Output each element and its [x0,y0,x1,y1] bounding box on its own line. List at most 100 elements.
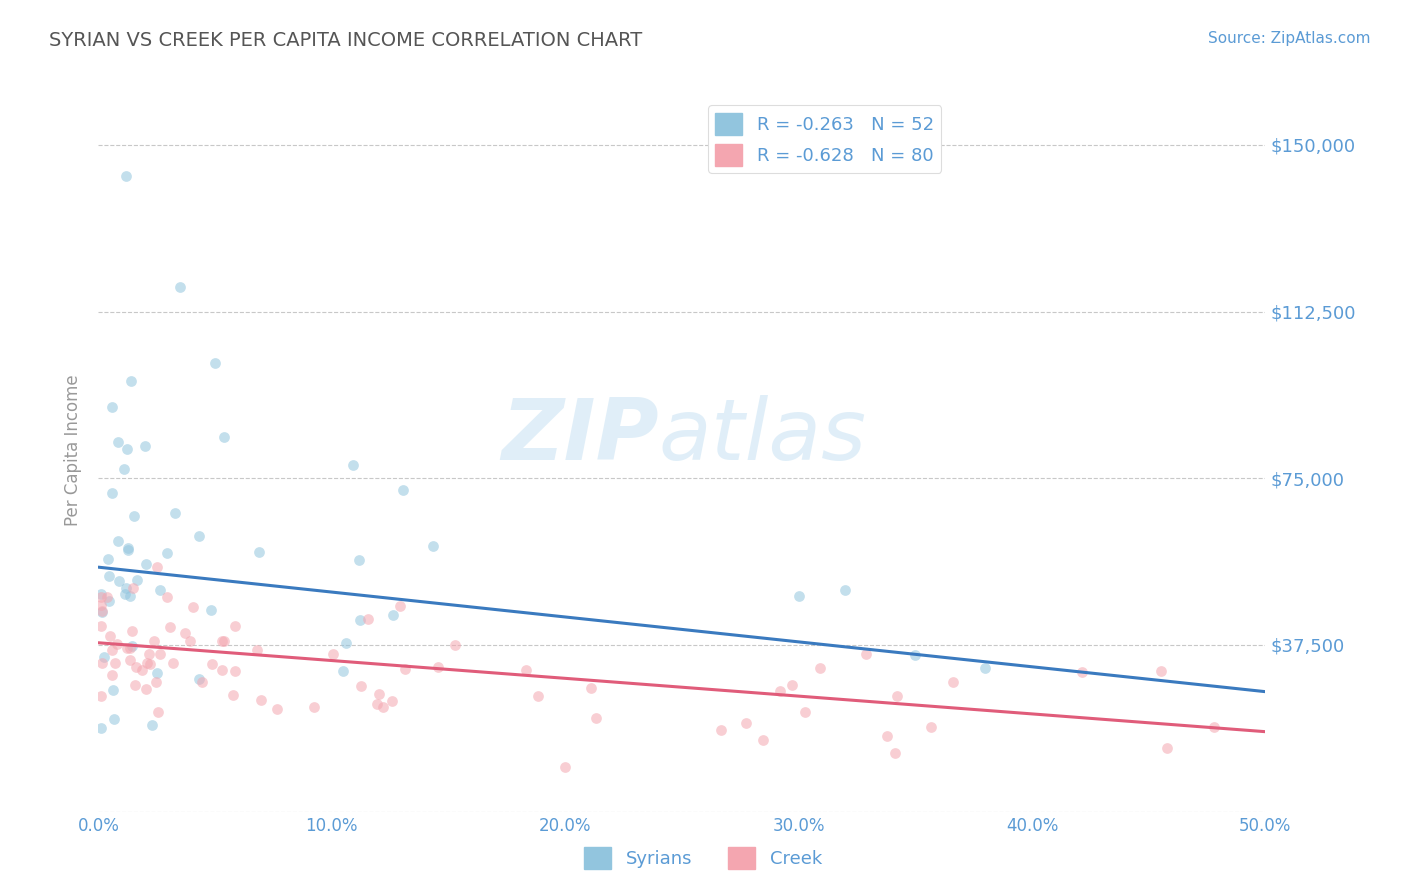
Point [181,600,204,615]
Point [211,664,233,678]
Point [342,458,364,472]
Point [97,552,120,566]
Text: ZIP: ZIP [501,394,658,477]
Point [90,604,112,618]
Point [120,374,142,388]
Point [124,678,146,692]
Point [1202,720,1225,734]
Point [107,534,129,549]
Point [332,665,354,679]
Point [135,681,157,696]
Point [121,639,143,653]
Point [114,581,136,595]
Point [149,647,172,661]
Point [141,718,163,732]
Point [122,582,145,596]
Point [876,729,898,743]
Point [751,733,773,747]
Point [149,582,172,597]
Point [134,439,156,453]
Y-axis label: Per Capita Income: Per Capita Income [65,375,83,526]
Point [93,649,115,664]
Point [163,506,186,520]
Point [1071,665,1094,680]
Point [554,760,576,774]
Point [780,678,803,692]
Point [347,553,370,567]
Point [579,681,602,695]
Point [125,660,148,674]
Point [118,641,141,656]
Point [90,590,112,604]
Point [90,586,112,600]
Point [90,598,112,612]
Point [974,661,997,675]
Point [146,560,169,574]
Point [942,674,965,689]
Point [212,634,235,648]
Point [515,663,537,677]
Point [884,746,907,760]
Point [709,723,731,738]
Point [335,636,357,650]
Point [391,483,413,497]
Point [117,543,139,558]
Point [266,702,288,716]
Point [100,400,122,414]
Point [169,280,191,294]
Point [188,528,211,542]
Point [735,715,758,730]
Point [90,722,112,736]
Point [115,169,138,183]
Point [174,626,197,640]
Point [107,574,129,588]
Point [855,647,877,661]
Point [214,430,236,444]
Point [115,442,138,456]
Point [162,656,184,670]
Point [1150,664,1173,678]
Point [381,694,404,708]
Point [381,608,404,623]
Point [117,541,139,555]
Point [366,697,388,711]
Point [105,637,128,651]
Point [247,545,270,559]
Point [834,582,856,597]
Point [188,672,211,686]
Point [101,486,124,500]
Point [191,674,214,689]
Point [101,668,124,682]
Point [422,539,444,553]
Point [1156,741,1178,756]
Point [145,674,167,689]
Point [302,699,325,714]
Point [886,689,908,703]
Point [143,633,166,648]
Point [224,619,246,633]
Point [90,605,112,619]
Point [349,614,371,628]
Point [200,603,222,617]
Point [426,660,449,674]
Point [444,638,467,652]
Point [115,640,138,655]
Point [122,508,145,523]
Text: Source: ZipAtlas.com: Source: ZipAtlas.com [1208,31,1371,46]
Point [250,693,273,707]
Point [146,706,169,720]
Point [125,573,148,587]
Point [389,599,412,613]
Point [101,643,124,657]
Text: SYRIAN VS CREEK PER CAPITA INCOME CORRELATION CHART: SYRIAN VS CREEK PER CAPITA INCOME CORREL… [49,31,643,50]
Point [224,664,246,678]
Point [367,687,389,701]
Point [120,653,142,667]
Point [322,647,344,661]
Point [107,435,129,450]
Point [793,705,815,719]
Point [114,587,136,601]
Point [118,589,141,603]
Point [394,662,416,676]
Point [787,589,810,603]
